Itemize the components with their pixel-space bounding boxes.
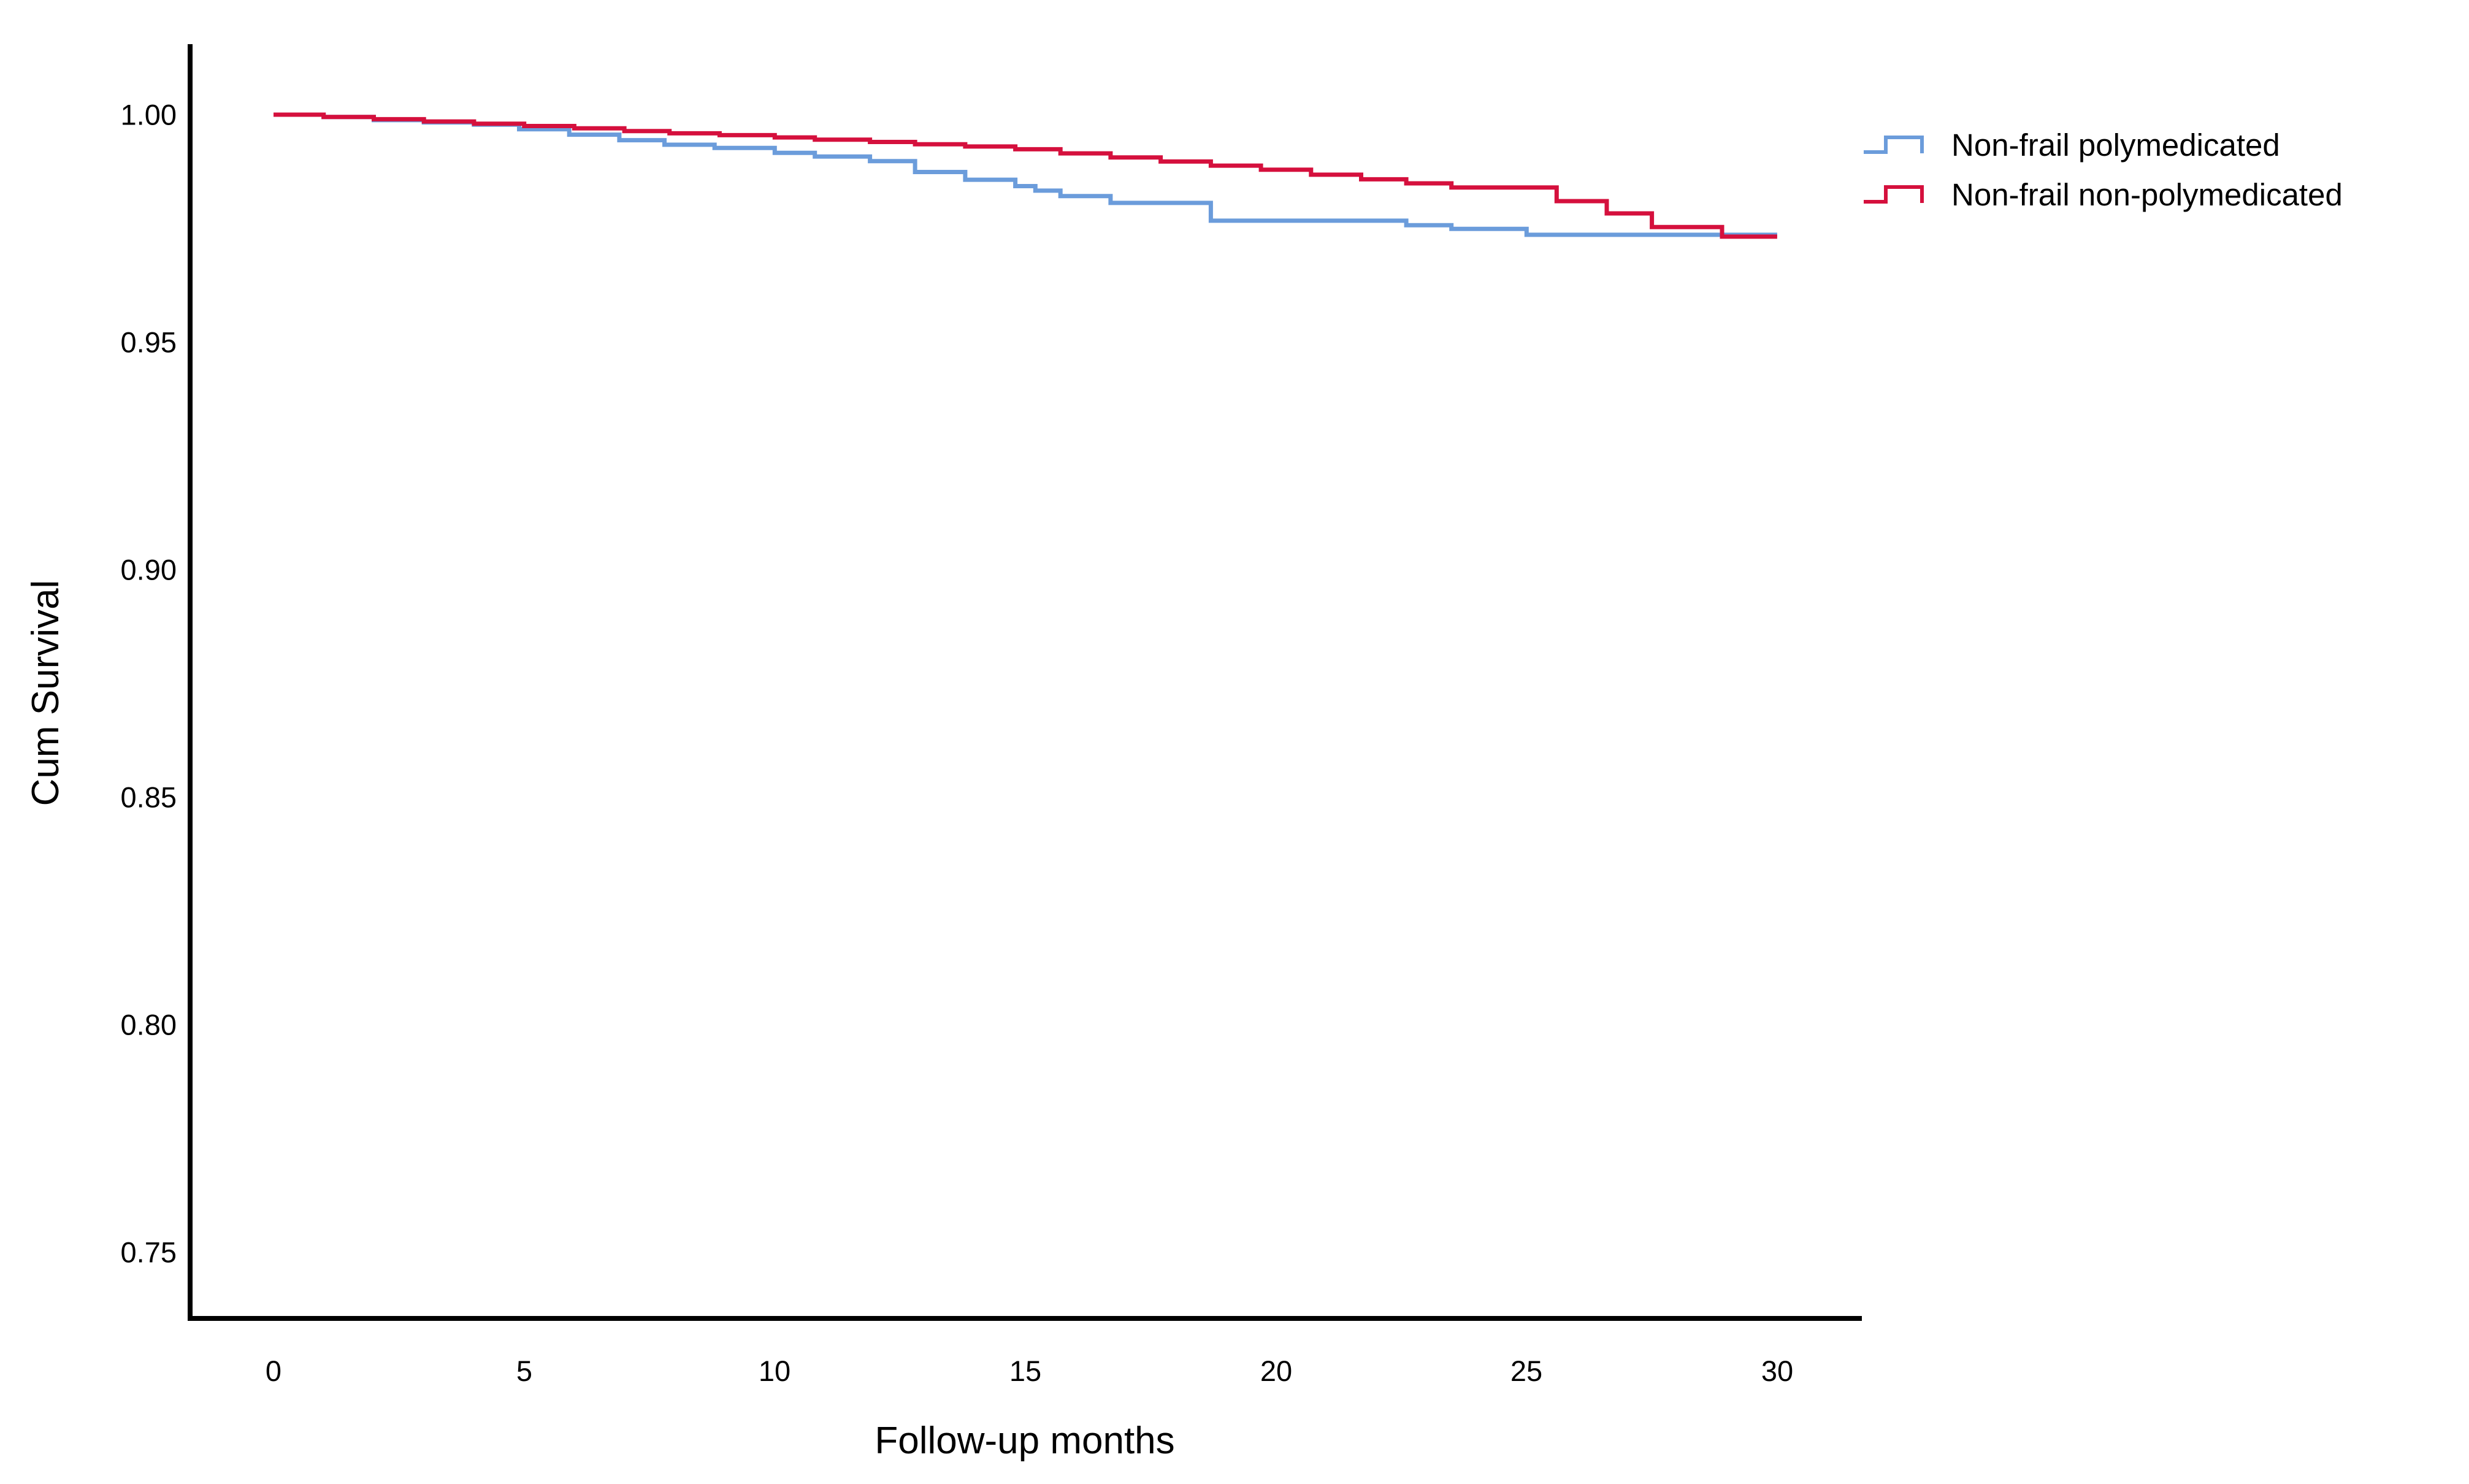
x-tick-label: 5 xyxy=(516,1355,533,1387)
y-tick-label: 0.75 xyxy=(120,1236,177,1269)
x-tick-label: 0 xyxy=(265,1355,282,1387)
legend-entry-label: Non-frail polymedicated xyxy=(1951,128,2280,163)
survival-curve-non-polymedicated xyxy=(274,112,1777,239)
y-tick-label: 0.95 xyxy=(120,326,177,359)
legend-entry: Non-frail non-polymedicated xyxy=(1862,170,2343,220)
y-tick-label: 0.90 xyxy=(120,553,177,586)
legend-entry: Non-frail polymedicated xyxy=(1862,120,2343,170)
y-tick-label: 0.85 xyxy=(120,781,177,814)
y-tick-label: 1.00 xyxy=(120,98,177,131)
x-axis-title: Follow-up months xyxy=(875,1420,1175,1462)
x-tick-label: 20 xyxy=(1260,1355,1293,1387)
legend: Non-frail polymedicated Non-frail non-pol… xyxy=(1862,120,2343,220)
step-line-icon xyxy=(1864,185,1924,204)
y-tick-label: 0.80 xyxy=(120,1008,177,1041)
survival-curves-group xyxy=(274,112,1777,239)
y-axis-title: Cum Survival xyxy=(25,579,67,806)
x-tick-label: 10 xyxy=(758,1355,791,1387)
x-tick-label: 25 xyxy=(1510,1355,1543,1387)
x-tick-label: 30 xyxy=(1761,1355,1794,1387)
x-tick-label: 15 xyxy=(1009,1355,1042,1387)
survival-curve-polymedicated xyxy=(274,112,1777,237)
step-line-icon xyxy=(1864,135,1924,154)
legend-entry-label: Non-frail non-polymedicated xyxy=(1951,177,2343,212)
